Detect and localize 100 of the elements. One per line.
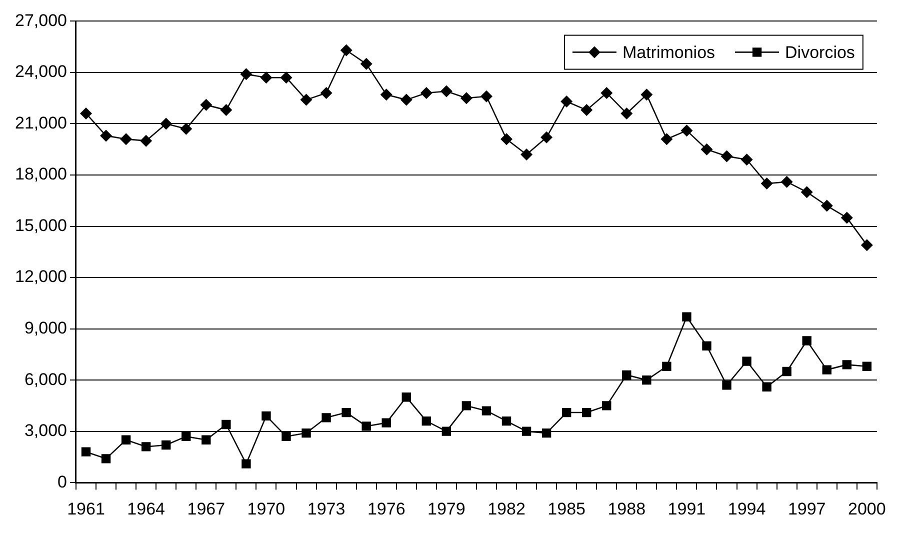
point [242,459,251,468]
point [602,401,612,410]
point [620,107,633,120]
point [780,176,793,188]
point [260,72,272,84]
point [460,92,472,104]
point [560,96,573,108]
point [420,86,432,99]
point [101,454,111,464]
point [640,88,653,101]
point [200,98,212,111]
point [182,432,191,442]
point [202,435,211,444]
point [382,418,391,428]
point [742,356,752,366]
legend-label: Divorcios [785,42,855,62]
point [680,124,693,137]
point [302,428,311,438]
legend-label: Matrimonios [622,42,716,62]
point [842,360,852,370]
y-tick-label: 3,000 [24,421,67,440]
point [402,392,411,402]
point [782,366,792,376]
point [282,432,291,442]
point [562,408,572,418]
x-tick-label: 1973 [307,499,346,518]
point [222,420,231,430]
point [762,382,772,392]
point [140,134,152,147]
point [442,426,452,436]
point [622,370,632,380]
point [220,104,232,116]
point [800,186,813,198]
point [722,380,732,390]
x-tick-label: 1982 [488,499,526,518]
point [802,336,812,346]
point [141,442,151,452]
y-tick-label: 24,000 [14,62,67,82]
point [582,408,592,418]
point [300,94,312,106]
x-tick-label: 1991 [668,499,706,518]
point [822,365,832,374]
point [180,122,192,135]
point [440,85,452,98]
point [642,375,652,385]
point [162,440,171,450]
point [702,341,712,350]
x-tick-label: 1970 [247,499,286,518]
point [720,150,733,162]
point [600,86,613,99]
x-tick-label: 1979 [428,499,466,518]
x-tick-label: 1988 [608,499,646,518]
point [362,422,371,431]
y-tick-label: 9,000 [24,318,67,338]
point [262,411,271,421]
y-tick-label: 27,000 [14,10,67,30]
point [860,239,873,252]
point [80,107,92,120]
point [542,428,552,438]
y-tick-label: 6,000 [24,370,67,389]
point [840,212,853,224]
point [100,130,112,142]
point [380,88,392,101]
point [500,133,512,146]
point [660,133,673,146]
point [540,131,553,144]
point [400,94,412,106]
point [862,362,872,371]
point [322,413,331,422]
point [502,416,512,426]
point [340,44,352,56]
point [580,104,593,116]
point [520,148,533,160]
point [682,312,692,322]
point [320,86,332,99]
point [360,58,372,70]
y-tick-label: 21,000 [14,113,67,132]
point [760,178,773,190]
point [820,200,833,212]
point [462,401,472,410]
x-tick-label: 1961 [67,499,105,518]
point [522,426,532,436]
point [121,435,131,444]
y-tick-label: 0 [58,472,67,492]
point [482,406,492,416]
x-tick-label: 1976 [367,499,406,518]
point [480,90,492,102]
point [662,362,672,371]
x-tick-label: 1994 [728,499,766,518]
x-tick-label: 1997 [788,499,826,518]
point [240,68,252,80]
point [280,72,292,84]
point [120,133,132,146]
x-tick-label: 1967 [187,499,226,518]
y-tick-label: 15,000 [14,216,67,235]
point [81,447,91,456]
point [342,408,351,418]
point [422,416,431,426]
point [700,143,713,156]
x-tick-label: 2000 [848,499,886,518]
